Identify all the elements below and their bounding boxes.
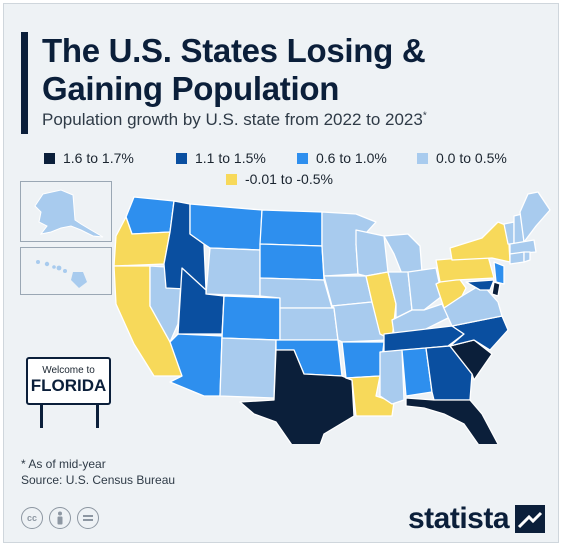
us-state-map [113,191,551,444]
title-accent-bar [21,32,28,134]
florida-welcome-sign: Welcome to FLORIDA [26,357,111,405]
hawaii-inset [20,247,112,295]
legend-swatch [417,152,428,164]
legend-item-4: 0.0 to 0.5% [417,150,507,166]
state-delaware [491,281,501,297]
footnote-note: * As of mid-year [21,457,106,471]
legend-swatch [44,152,55,164]
cc-icon[interactable]: cc [21,507,43,529]
legend-swatch [176,152,187,164]
footnotes: * As of mid-year Source: U.S. Census Bur… [21,456,175,488]
legend-label: 1.1 to 1.5% [195,150,266,166]
legend-item-2: 1.1 to 1.5% [176,150,266,166]
state-new-york [449,221,511,263]
state-michigan [383,233,423,275]
state-rhode-island [523,251,531,263]
footnote-source: Source: U.S. Census Bureau [21,473,176,487]
state-florida [405,397,499,444]
state-north-carolina [449,315,509,351]
sign-post-left [40,404,43,428]
state-washington [125,196,175,235]
legend-swatch [297,152,308,164]
state-new-mexico [219,337,277,399]
attribution-icon[interactable] [49,507,71,529]
state-tennessee [383,325,465,353]
state-texas [239,349,355,444]
legend-label: 0.0 to 0.5% [436,150,507,166]
state-maine [519,191,551,243]
state-ohio [407,267,443,311]
title-line-2: Gaining Population [42,70,340,107]
statista-mark-icon [515,505,546,533]
title-line-1: The U.S. States Losing & [42,32,426,69]
state-kansas [279,307,339,341]
state-south-dakota [259,243,325,281]
infographic-card: The U.S. States Losing & Gaining Populat… [3,3,559,543]
state-massachusetts [509,239,537,255]
page-subtitle: Population growth by U.S. state from 202… [42,110,427,130]
legend-item-1: 1.6 to 1.7% [44,150,134,166]
state-hawaii [36,260,87,288]
sign-state-name: FLORIDA [30,376,107,395]
alaska-inset [20,181,112,242]
legend-item-5: -0.01 to -0.5% [226,171,333,187]
legend-swatch [226,173,237,185]
state-colorado [221,295,281,341]
sign-welcome-text: Welcome to [42,365,95,376]
state-wyoming [205,247,261,297]
subtitle-text: Population growth by U.S. state from 202… [42,110,423,129]
legend-item-3: 0.6 to 1.0% [297,150,387,166]
brand-name: statista [408,502,510,535]
state-mississippi [379,349,405,405]
statista-logo[interactable]: statista [408,502,546,536]
state-connecticut [509,251,525,265]
no-derivatives-icon[interactable] [77,507,99,529]
sign-post-right [96,404,99,428]
legend-label: -0.01 to -0.5% [245,171,333,187]
state-arkansas [341,341,385,379]
state-arizona [169,333,223,397]
state-new-jersey [493,261,505,285]
legend-label: 1.6 to 1.7% [63,150,134,166]
state-north-dakota [259,209,323,247]
state-alaska [34,189,104,238]
page-title: The U.S. States Losing & Gaining Populat… [42,32,426,108]
state-louisiana [345,375,395,417]
state-iowa [323,275,373,307]
license-icons: cc [21,507,99,529]
subtitle-footnote-mark: * [422,110,427,122]
state-maryland [465,279,495,291]
state-wisconsin [355,229,389,277]
legend-label: 0.6 to 1.0% [316,150,387,166]
